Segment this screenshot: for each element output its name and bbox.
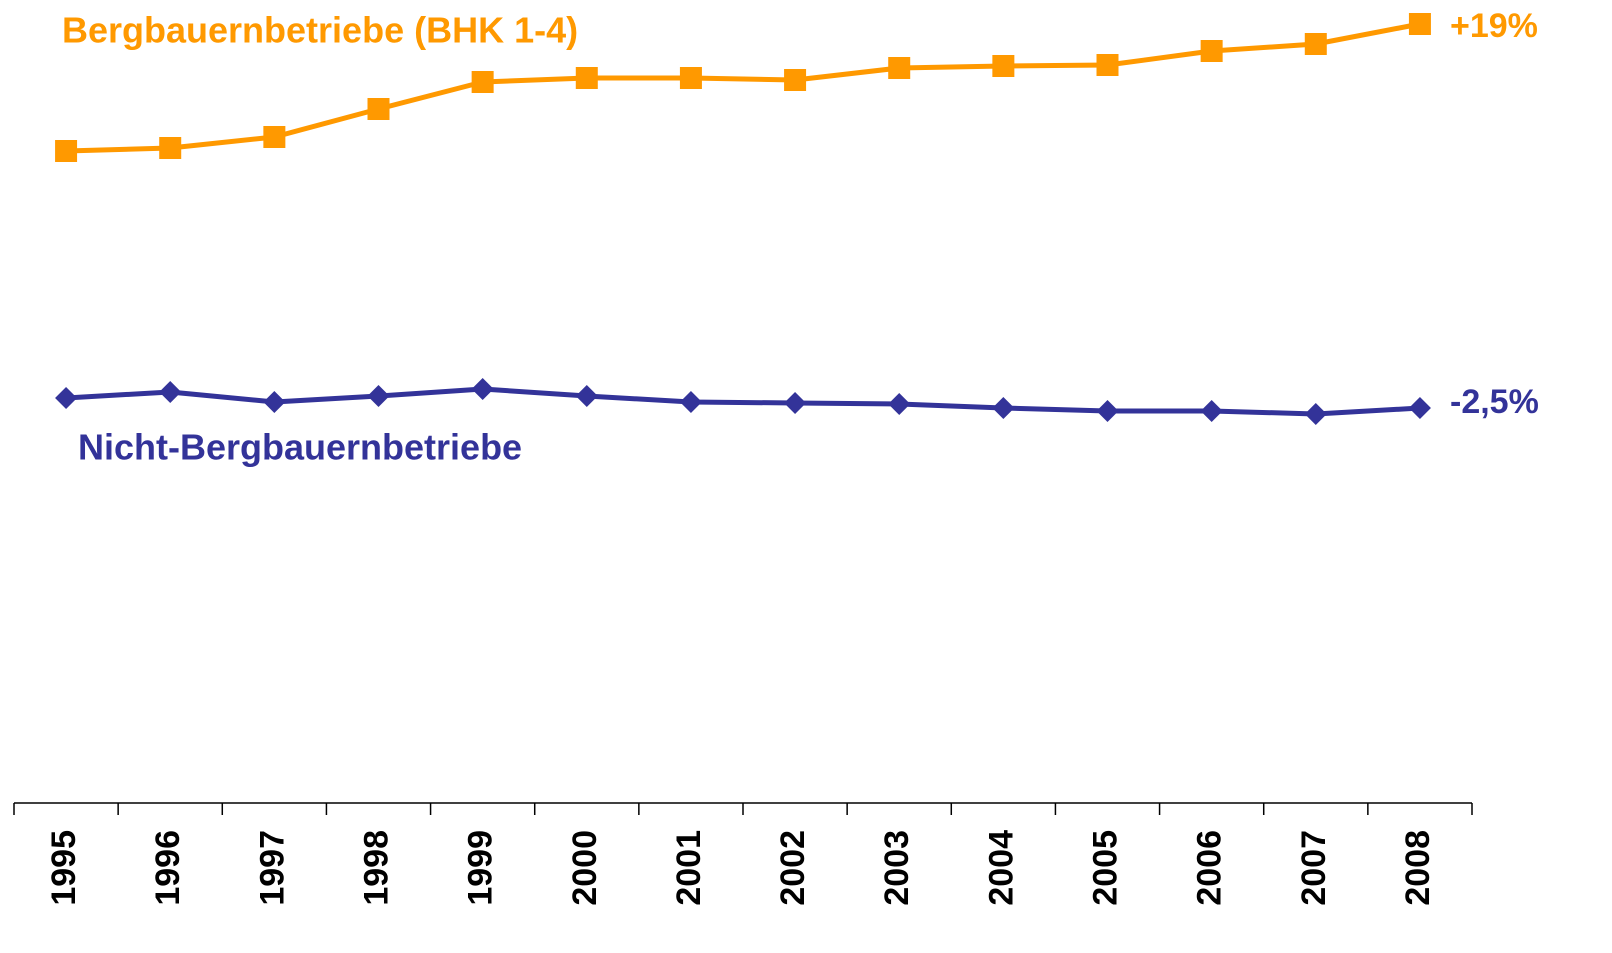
change-label: -2,5%	[1450, 383, 1539, 421]
marker	[1304, 403, 1327, 425]
x-tick-label: 1999	[462, 830, 500, 906]
marker	[1200, 40, 1223, 62]
series-label: Bergbauernbetriebe (BHK 1-4)	[62, 10, 578, 51]
x-tick-label: 2001	[670, 830, 708, 906]
marker	[992, 55, 1015, 77]
x-tick-label: 2005	[1086, 830, 1124, 906]
marker	[575, 67, 598, 89]
marker	[1200, 400, 1223, 422]
x-tick-label: 1997	[253, 830, 291, 906]
marker	[679, 67, 702, 89]
marker	[55, 387, 78, 409]
marker	[471, 71, 494, 93]
x-tick-label: 1998	[357, 830, 395, 906]
x-tick-label: 2002	[774, 830, 812, 906]
series-line	[65, 21, 1421, 154]
marker	[679, 391, 702, 413]
marker	[1304, 33, 1327, 55]
x-tick-label: 2000	[566, 830, 604, 906]
x-tick-label: 2006	[1191, 830, 1229, 906]
marker	[159, 381, 182, 403]
marker	[471, 378, 494, 400]
x-tick-label: 2007	[1295, 830, 1333, 906]
x-tick-label: 2003	[878, 830, 916, 906]
series-label: Nicht-Bergbauernbetriebe	[78, 427, 522, 468]
marker	[784, 392, 807, 414]
marker	[575, 385, 598, 407]
marker	[367, 385, 390, 407]
marker	[367, 98, 390, 120]
marker	[1096, 54, 1119, 76]
x-tick-label: 1996	[149, 830, 187, 906]
marker	[1408, 397, 1431, 419]
change-label: +19%	[1450, 7, 1538, 45]
marker	[1096, 400, 1119, 422]
x-tick-label: 2004	[982, 830, 1020, 906]
marker	[888, 393, 911, 415]
x-tick-label: 1995	[45, 830, 83, 906]
marker	[992, 397, 1015, 419]
marker	[888, 57, 911, 79]
marker	[263, 391, 286, 413]
marker	[55, 140, 78, 162]
marker	[784, 69, 807, 91]
marker	[159, 137, 182, 159]
marker	[1408, 13, 1431, 35]
marker	[263, 126, 286, 148]
series-line	[65, 386, 1421, 417]
x-tick-label: 2008	[1399, 830, 1437, 906]
